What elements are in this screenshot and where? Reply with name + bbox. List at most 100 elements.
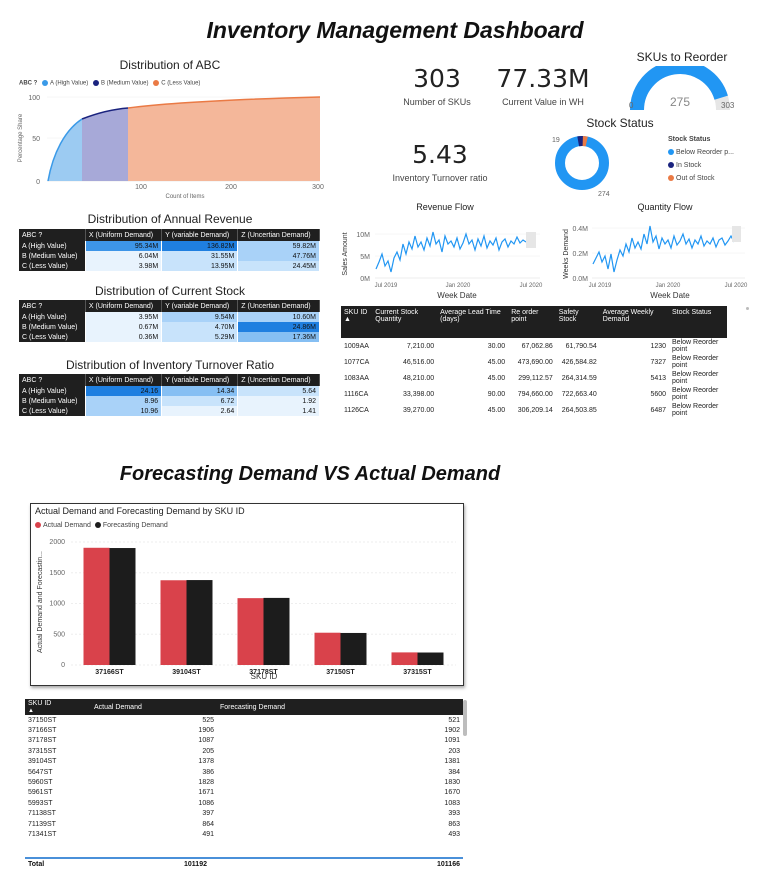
matrix-cell: 6.04M — [85, 251, 163, 261]
sku-table-header[interactable]: Re order point — [508, 306, 556, 338]
cell: 61,790.54 — [565, 342, 597, 350]
table-row[interactable]: 37166ST 1906 1902 — [25, 725, 463, 735]
table-row[interactable]: 5960ST 1828 1830 — [25, 777, 463, 787]
sort-ascending-icon[interactable]: ▲ — [28, 708, 34, 714]
cell: 37166ST — [28, 727, 57, 735]
table-row[interactable]: 5647ST 386 384 — [25, 767, 463, 777]
table-row[interactable]: 37178ST 1087 1091 — [25, 736, 463, 746]
cell: 521 — [448, 716, 460, 724]
matrix-header[interactable]: Z (Uncertian Demand) — [237, 374, 320, 386]
cell: 5961ST — [28, 789, 53, 797]
matrix-row-label: A (High Value) — [19, 241, 86, 251]
forecast-xtick: 39104ST — [172, 669, 201, 676]
legend-dot-icon — [35, 522, 41, 529]
table-row[interactable]: 5961ST 1671 1670 — [25, 788, 463, 798]
sku-table-header[interactable]: Current Stock Quantity — [372, 306, 438, 338]
cell: 1828 — [198, 779, 214, 787]
sku-table-header[interactable]: SKU ID ▲ — [341, 306, 373, 338]
sku-table-header[interactable]: Safety Stock — [555, 306, 600, 338]
matrix-cell: 24.45M — [237, 261, 320, 271]
revenue-xlabel: Week Date — [437, 291, 477, 300]
forecast-legend: Actual Demand Forecasting Demand — [35, 522, 168, 529]
quantity-ytick: 0.2M — [572, 251, 588, 258]
table-scrollbar[interactable] — [463, 700, 467, 736]
revenue-matrix: ABC ? X (Uniform Demand) Y (variable Deman… — [19, 229, 320, 271]
revenue-matrix-title: Distribution of Annual Revenue — [87, 212, 253, 226]
matrix-header[interactable]: ABC ? — [19, 300, 86, 312]
revenue-xtick: Jul 2019 — [375, 283, 398, 289]
demand-table-header[interactable]: SKU ID ▲ — [25, 699, 91, 715]
table-row[interactable]: 39104ST 1378 1381 — [25, 757, 463, 767]
cell: 1009AA — [344, 342, 369, 350]
actual-demand-bar[interactable] — [237, 598, 264, 665]
table-row[interactable]: 71138ST 397 393 — [25, 809, 463, 819]
matrix-row-label: B (Medium Value) — [19, 322, 86, 332]
matrix-header[interactable]: X (Uniform Demand) — [85, 374, 163, 386]
quantity-flow-title: Quantity Flow — [637, 202, 693, 212]
matrix-row-label: B (Medium Value) — [19, 396, 86, 406]
cell: 71139ST — [28, 820, 56, 828]
actual-demand-bar[interactable] — [391, 652, 418, 665]
actual-demand-bar[interactable] — [160, 580, 187, 665]
cell: 722,663.40 — [561, 390, 597, 398]
matrix-header[interactable]: ABC ? — [19, 229, 86, 241]
forecast-demand-bar[interactable] — [186, 580, 213, 665]
forecast-bar-chart: Actual Demand and Forecastin... SKU ID 2… — [37, 539, 456, 681]
matrix-header[interactable]: Z (Uncertian Demand) — [237, 229, 320, 241]
wh-value: 77.33M — [496, 64, 590, 93]
forecast-section-title: Forecasting Demand VS Actual Demand — [119, 463, 501, 485]
cell: 5600 — [650, 390, 667, 398]
matrix-header[interactable]: Z (Uncertian Demand) — [237, 300, 320, 312]
matrix-header[interactable]: Y (variable Demand) — [161, 229, 239, 241]
sku-table-header[interactable]: Average Lead Time (days) — [437, 306, 509, 338]
sku-table-header[interactable]: Stock Status — [669, 306, 727, 338]
actual-demand-bar[interactable] — [83, 547, 110, 665]
forecast-ytick: 0 — [61, 662, 65, 669]
matrix-cell: 4.70M — [161, 322, 239, 332]
table-row[interactable]: 1126CA 39,270.00 45.00 306,209.14 264,503.85… — [341, 402, 727, 418]
stock-legend-label: Out of Stock — [676, 175, 715, 182]
sort-ascending-icon[interactable]: ▲ — [344, 316, 351, 323]
table-row[interactable]: 1077CA 46,516.00 45.00 473,690.00 426,584.82… — [341, 354, 727, 370]
matrix-cell: 10.60M — [237, 312, 320, 322]
revenue-ytick: 0M — [360, 276, 370, 283]
forecast-demand-bar[interactable] — [263, 597, 290, 665]
table-row[interactable]: 1116CA 33,398.00 90.00 794,660.00 722,663.40… — [341, 386, 727, 402]
cell: 1086 — [198, 799, 214, 807]
cell: 45.00 — [487, 358, 506, 366]
demand-table-header[interactable]: Actual Demand — [91, 699, 217, 715]
matrix-header[interactable]: X (Uniform Demand) — [85, 300, 163, 312]
forecast-chart-card: Actual Demand and Forecasting Demand by … — [30, 503, 464, 686]
cell: 264,314.59 — [561, 374, 597, 382]
table-row[interactable]: 1009AA 7,210.00 30.00 67,062.86 61,790.54 123… — [341, 338, 727, 354]
forecast-demand-bar[interactable] — [109, 548, 136, 665]
forecast-demand-bar[interactable] — [417, 652, 444, 665]
table-row[interactable]: 5993ST 1086 1083 — [25, 798, 463, 808]
matrix-cell: 136.82M — [161, 241, 239, 251]
table-row[interactable]: 37315ST 205 203 — [25, 746, 463, 756]
matrix-cell: 3.95M — [85, 312, 163, 322]
cell: 384 — [448, 768, 460, 776]
matrix-header[interactable]: Y (variable Demand) — [161, 300, 239, 312]
sku-table-header[interactable]: Average Weekly Demand — [599, 306, 670, 338]
table-row[interactable]: 37150ST 525 521 — [25, 715, 463, 725]
forecast-xtick: 37166ST — [95, 669, 124, 676]
matrix-header[interactable]: X (Uniform Demand) — [85, 229, 163, 241]
cell: Below Reorder point — [672, 355, 719, 369]
forecast-xlabel: SKU ID — [251, 672, 278, 681]
matrix-header[interactable]: ABC ? — [19, 374, 86, 386]
matrix-header[interactable]: Y (variable Demand) — [161, 374, 239, 386]
cell: Below Reorder point — [672, 339, 719, 353]
table-row[interactable]: 1083AA 48,210.00 45.00 299,112.57 264,314.59… — [341, 370, 727, 386]
matrix-cell: 2.64 — [161, 406, 239, 416]
cell: 493 — [448, 830, 460, 838]
revenue-ylabel: Sales Amount — [342, 232, 349, 275]
actual-demand-bar[interactable] — [314, 632, 341, 665]
demand-table-header[interactable]: Forecasting Demand — [217, 699, 463, 715]
matrix-row-label: C (Less Value) — [19, 406, 86, 416]
table-row[interactable]: 71139ST 864 863 — [25, 819, 463, 829]
forecast-demand-bar[interactable] — [340, 632, 367, 665]
matrix-cell: 0.67M — [85, 322, 163, 332]
table-row[interactable]: 71341ST 491 493 — [25, 829, 463, 839]
scroll-dot[interactable] — [746, 307, 749, 310]
